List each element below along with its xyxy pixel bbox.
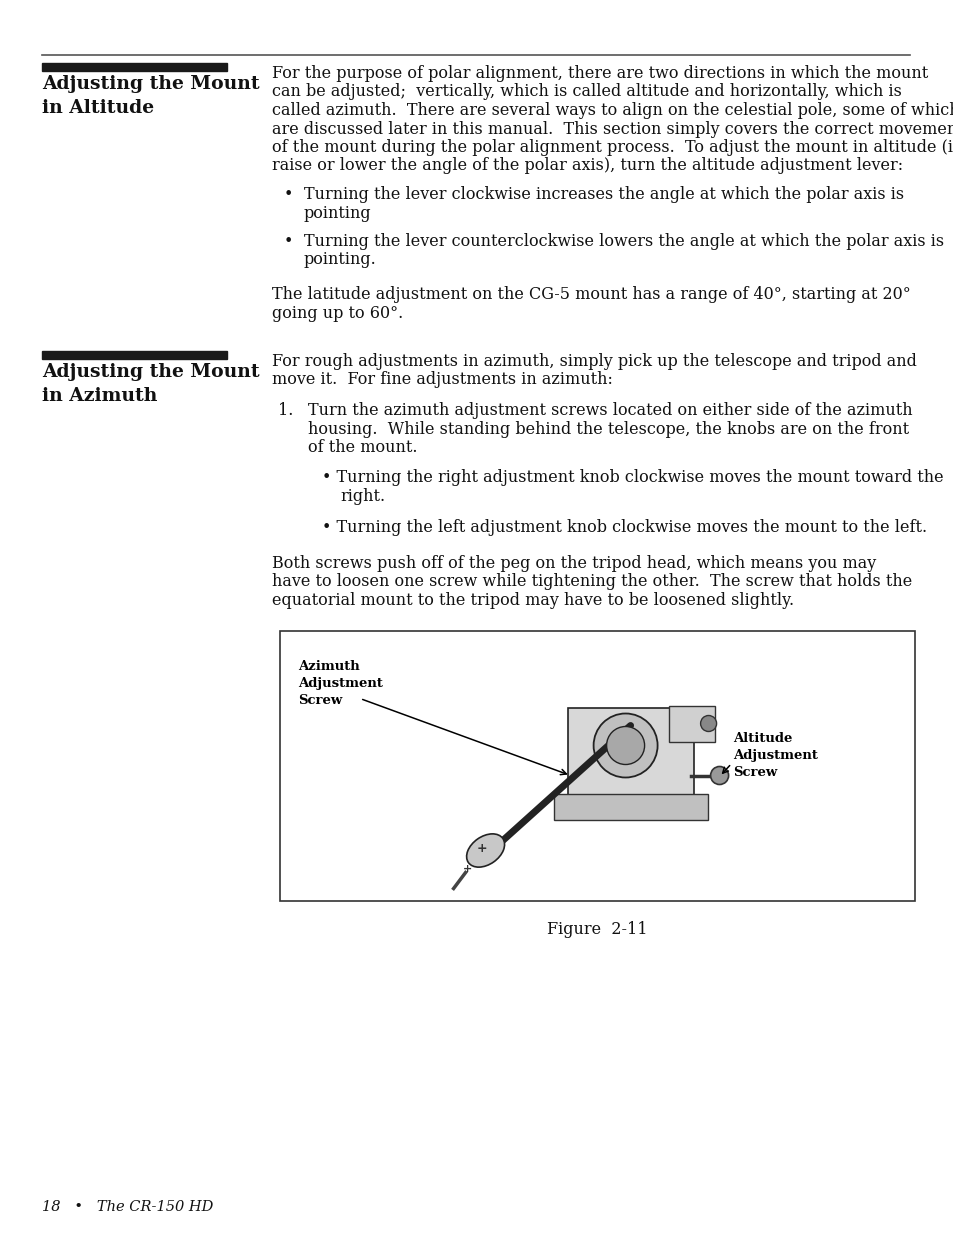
Text: of the mount during the polar alignment process.  To adjust the mount in altitud: of the mount during the polar alignment … xyxy=(272,140,953,156)
Text: called azimuth.  There are several ways to align on the celestial pole, some of : called azimuth. There are several ways t… xyxy=(272,103,953,119)
Text: • Turning the left adjustment knob clockwise moves the mount to the left.: • Turning the left adjustment knob clock… xyxy=(322,519,926,536)
Circle shape xyxy=(700,715,716,731)
Text: • Turning the right adjustment knob clockwise moves the mount toward the: • Turning the right adjustment knob cloc… xyxy=(322,469,943,487)
FancyBboxPatch shape xyxy=(567,708,693,799)
Text: Adjusting the Mount
in Altitude: Adjusting the Mount in Altitude xyxy=(42,75,259,117)
Circle shape xyxy=(606,726,644,764)
Text: move it.  For fine adjustments in azimuth:: move it. For fine adjustments in azimuth… xyxy=(272,372,612,389)
Text: For rough adjustments in azimuth, simply pick up the telescope and tripod and: For rough adjustments in azimuth, simply… xyxy=(272,353,916,370)
Text: right.: right. xyxy=(339,488,385,505)
Text: pointing: pointing xyxy=(304,205,372,221)
Text: 18   •   The CR-150 HD: 18 • The CR-150 HD xyxy=(42,1200,213,1214)
Circle shape xyxy=(710,767,728,784)
Text: •: • xyxy=(284,233,294,249)
Text: are discussed later in this manual.  This section simply covers the correct move: are discussed later in this manual. This… xyxy=(272,121,953,137)
Text: Both screws push off of the peg on the tripod head, which means you may: Both screws push off of the peg on the t… xyxy=(272,555,876,572)
Text: Altitude
Adjustment
Screw: Altitude Adjustment Screw xyxy=(733,732,818,778)
Text: Turning the lever counterclockwise lowers the angle at which the polar axis is: Turning the lever counterclockwise lower… xyxy=(304,233,943,249)
Bar xyxy=(280,631,914,900)
Text: can be adjusted;  vertically, which is called altitude and horizontally, which i: can be adjusted; vertically, which is ca… xyxy=(272,84,901,100)
Text: equatorial mount to the tripod may have to be loosened slightly.: equatorial mount to the tripod may have … xyxy=(272,592,793,609)
Text: raise or lower the angle of the polar axis), turn the altitude adjustment lever:: raise or lower the angle of the polar ax… xyxy=(272,158,902,174)
FancyBboxPatch shape xyxy=(668,705,714,741)
Text: pointing.: pointing. xyxy=(304,252,376,268)
Text: +: + xyxy=(462,863,472,873)
Text: Turning the lever clockwise increases the angle at which the polar axis is: Turning the lever clockwise increases th… xyxy=(304,186,903,203)
Text: have to loosen one screw while tightening the other.  The screw that holds the: have to loosen one screw while tightenin… xyxy=(272,573,911,590)
Text: The latitude adjustment on the CG-5 mount has a range of 40°, starting at 20°: The latitude adjustment on the CG-5 moun… xyxy=(272,287,910,303)
FancyBboxPatch shape xyxy=(553,794,707,820)
Text: •: • xyxy=(284,186,294,203)
Bar xyxy=(42,63,227,70)
Bar xyxy=(42,351,227,359)
Text: Turn the azimuth adjustment screws located on either side of the azimuth: Turn the azimuth adjustment screws locat… xyxy=(308,403,912,419)
Text: Azimuth
Adjustment
Screw: Azimuth Adjustment Screw xyxy=(297,661,382,706)
Ellipse shape xyxy=(466,834,504,867)
Text: Adjusting the Mount
in Azimuth: Adjusting the Mount in Azimuth xyxy=(42,363,259,405)
Text: Figure  2-11: Figure 2-11 xyxy=(547,920,647,937)
Text: of the mount.: of the mount. xyxy=(308,438,417,456)
Text: +: + xyxy=(476,842,486,855)
Text: housing.  While standing behind the telescope, the knobs are on the front: housing. While standing behind the teles… xyxy=(308,420,908,437)
Text: For the purpose of polar alignment, there are two directions in which the mount: For the purpose of polar alignment, ther… xyxy=(272,65,927,82)
Circle shape xyxy=(593,714,657,778)
Text: 1.: 1. xyxy=(277,403,294,419)
Text: going up to 60°.: going up to 60°. xyxy=(272,305,403,321)
